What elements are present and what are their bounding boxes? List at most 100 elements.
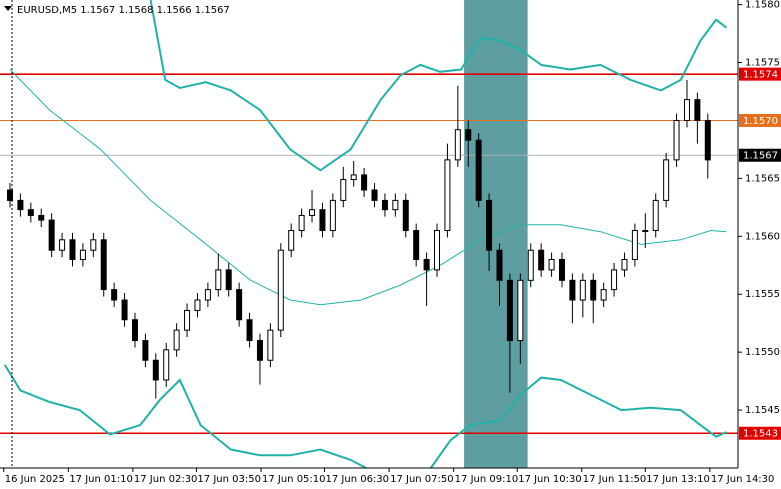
menu-arrow[interactable] (4, 6, 12, 11)
candle-body (48, 219, 55, 251)
candle-body (350, 174, 357, 181)
candle-body (475, 139, 482, 201)
x-tick-label: 17 Jun 09:10 (455, 474, 519, 485)
candle-body (444, 159, 451, 232)
candle-body (59, 239, 66, 251)
candle-body (631, 230, 638, 260)
candle-body (288, 230, 295, 251)
candle-body (38, 214, 45, 221)
candle-body (194, 299, 201, 311)
candle-body (256, 340, 263, 361)
y-tick-label: 1.1580 (745, 0, 780, 11)
candle-body (361, 174, 368, 191)
candle-body (413, 230, 420, 260)
candle-body (277, 249, 284, 331)
candle-body (152, 359, 159, 381)
y-tick-label: 1.1560 (745, 231, 780, 242)
x-tick-label: 17 Jun 06:30 (326, 474, 390, 485)
candle-body (621, 258, 628, 271)
axis-layer: 1.1580 1.1575 1.1565 1.1560 1.1555 1.1550 1.15… (3, 0, 781, 485)
level-label-box (739, 67, 781, 81)
candle-body (173, 329, 180, 351)
candle-body (683, 99, 690, 121)
candle-body (465, 129, 472, 141)
bollinger-band (9, 69, 727, 306)
candle-body (340, 179, 347, 201)
candle-body (371, 189, 378, 201)
candle-body (246, 319, 253, 342)
candle-body (298, 214, 305, 232)
candle-body (569, 279, 576, 301)
candle-body (79, 249, 86, 260)
level-label: 1.1567 (743, 151, 778, 162)
candle-body (673, 119, 680, 161)
candle-body (204, 289, 211, 301)
candle-body (111, 289, 118, 301)
candle-body (121, 299, 128, 321)
candle-body (590, 279, 597, 301)
candle-body (652, 199, 659, 232)
candle-body (402, 199, 409, 232)
candle-body (381, 199, 388, 211)
candle-body (17, 199, 24, 211)
x-tick-label: 17 Jun 05:10 (262, 474, 326, 485)
plot-layer (0, 0, 738, 468)
candle-body (694, 99, 701, 121)
candle-body (90, 239, 97, 251)
y-tick-label: 1.1550 (745, 347, 780, 358)
candle-body (558, 258, 565, 281)
candle-body (423, 258, 430, 271)
candle-body (27, 209, 34, 216)
y-tick-label: 1.1575 (745, 58, 780, 69)
candle-body (704, 119, 711, 161)
candle-body (496, 249, 503, 281)
x-tick-label: 17 Jun 13:10 (646, 474, 710, 485)
candle-body (642, 230, 649, 233)
candle-body (506, 279, 513, 342)
candle-body (579, 279, 586, 301)
candle-body (319, 209, 326, 232)
candle-body (329, 199, 336, 232)
x-tick-label: 17 Jun 11:50 (583, 474, 647, 485)
level-label: 1.1574 (743, 70, 778, 81)
candle-body (184, 309, 191, 331)
candle-body (163, 349, 170, 381)
candle-body (434, 230, 441, 271)
level-label: 1.1570 (743, 116, 778, 127)
candle-body (215, 269, 222, 291)
candle-body (236, 289, 243, 321)
bollinger-band (149, 0, 728, 172)
candle-body (527, 249, 534, 281)
level-label-box (739, 113, 781, 127)
candle-body (486, 199, 493, 251)
candle-body (100, 239, 107, 291)
y-tick-label: 1.1555 (745, 289, 780, 300)
x-tick-label: 17 Jun 02:30 (134, 474, 198, 485)
chart-title: EURUSD,M5 1.1567 1.1568 1.1566 1.1567 (17, 5, 230, 16)
candle-body (600, 289, 607, 301)
candle-body (548, 258, 555, 271)
x-tick-label: 17 Jun 07:50 (390, 474, 454, 485)
candle-body (6, 189, 13, 201)
y-tick-label: 1.1565 (745, 173, 780, 184)
candle-body (517, 279, 524, 342)
level-label-box (739, 426, 781, 440)
x-tick-label: 17 Jun 01:10 (69, 474, 133, 485)
candle-body (131, 319, 138, 342)
x-tick-label: 17 Jun 03:50 (197, 474, 261, 485)
x-tick-label: 16 Jun 2025 (5, 474, 65, 485)
candle-body (538, 249, 545, 271)
level-label: 1.1543 (743, 429, 778, 440)
candle-body (225, 269, 232, 291)
bollinger-band (3, 364, 727, 468)
candle-body (142, 340, 149, 361)
candle-body (663, 159, 670, 201)
level-label-box (739, 148, 781, 162)
y-tick-label: 1.1545 (745, 405, 780, 416)
candle-body (392, 199, 399, 211)
candle-body (309, 209, 316, 216)
candle-body (267, 329, 274, 361)
candle-body (454, 129, 461, 161)
x-tick-label: 17 Jun 10:30 (518, 474, 582, 485)
